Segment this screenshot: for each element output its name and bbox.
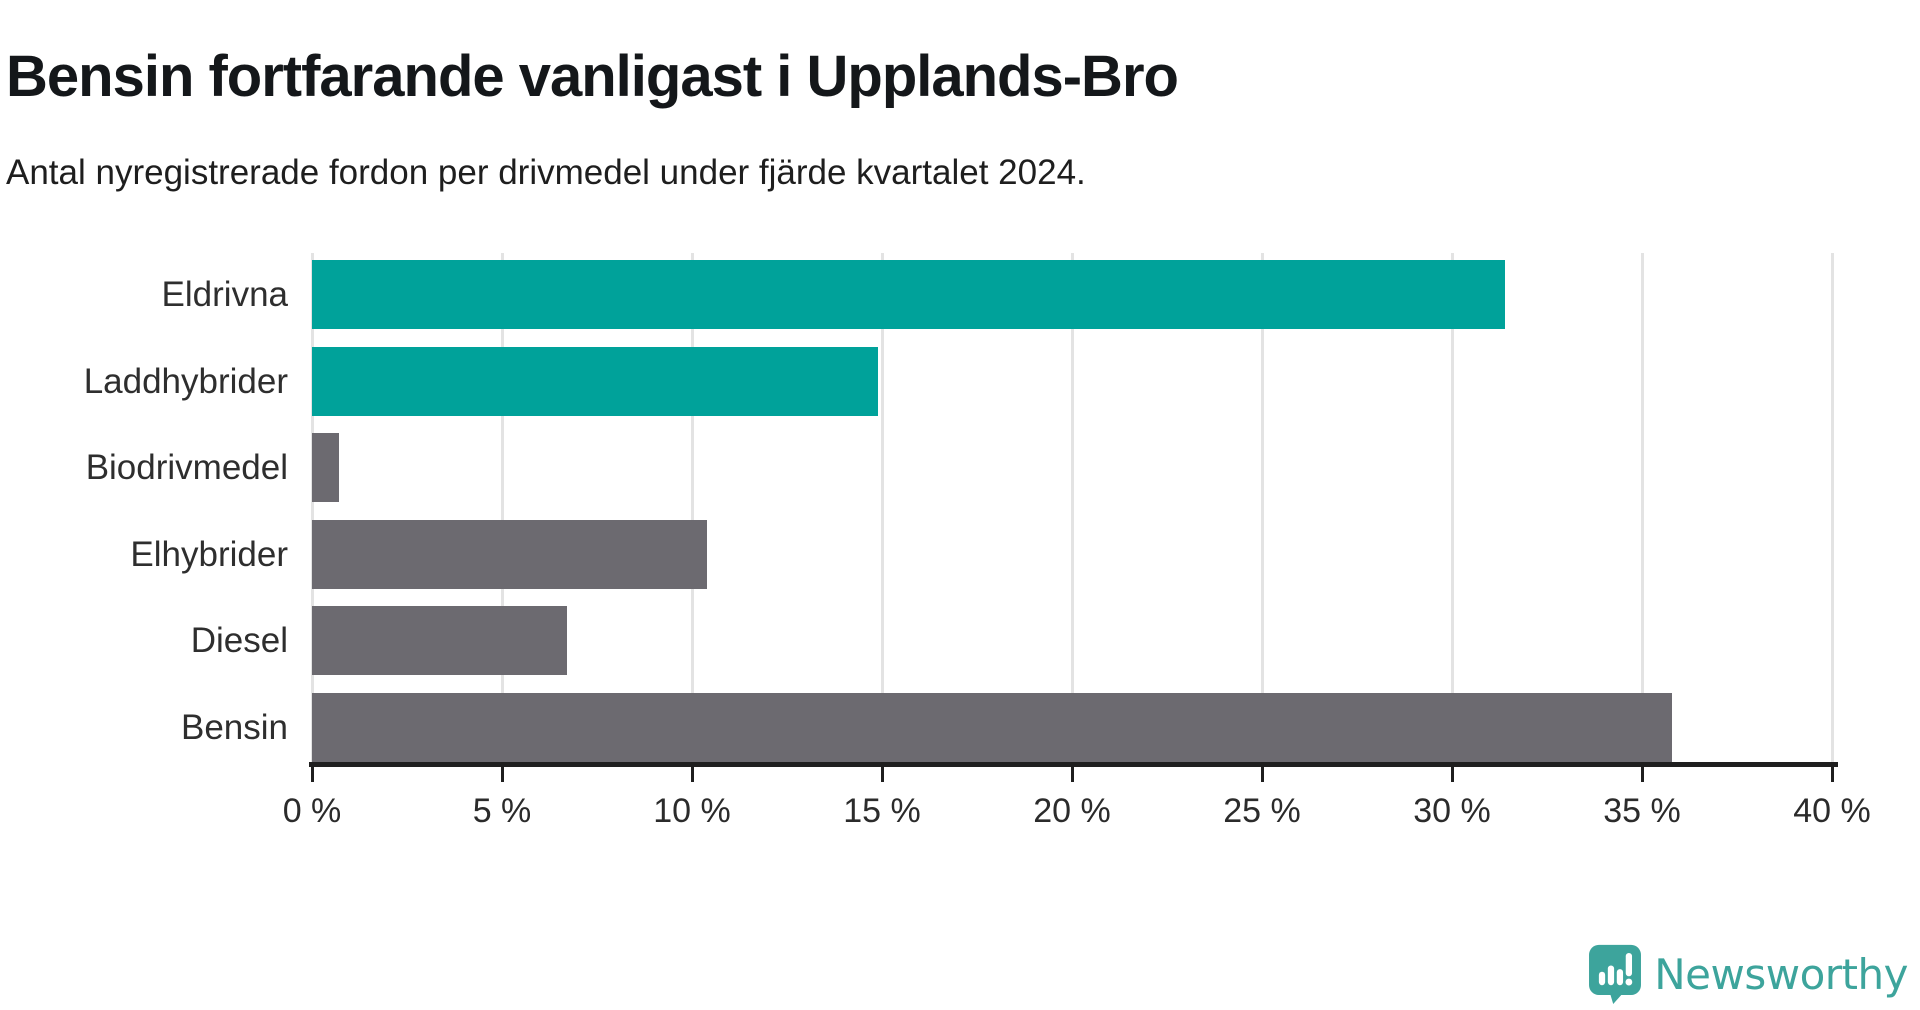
plot-area [309, 253, 1838, 782]
category-label-eldrivna: Eldrivna [161, 275, 288, 314]
x-axis-tick-label: 35 % [1603, 792, 1681, 830]
x-axis-tick-0 [310, 767, 314, 782]
category-label-diesel: Diesel [190, 621, 288, 661]
category-label-elhybrider: Elhybrider [130, 534, 288, 574]
x-axis-tick-10 [690, 767, 694, 782]
bar-laddhybrider [312, 346, 879, 416]
bar-biodrivmedel [312, 433, 339, 503]
gridline-5 [500, 253, 504, 762]
gridline-30 [1450, 253, 1454, 762]
gridline-25 [1260, 253, 1264, 762]
bar-eldrivna [312, 260, 1506, 329]
gridline-0 [310, 253, 314, 762]
gridline-40 [1830, 253, 1834, 762]
category-label-bensin: Bensin [180, 708, 288, 747]
x-axis-line [309, 762, 1838, 767]
x-axis-tick-5 [500, 767, 504, 782]
x-axis-tick-label: 40 % [1793, 792, 1871, 830]
chart-subtitle: Antal nyregistrerade fordon per drivmede… [6, 153, 1086, 192]
x-axis-tick-label: 20 % [1033, 792, 1111, 830]
x-axis-tick-35 [1640, 767, 1644, 782]
bar-bensin [312, 693, 1673, 762]
x-axis-tick-label: 5 % [472, 792, 532, 830]
category-axis-labels: Eldrivna Laddhybrider Biodrivmedel Elhybrid… [0, 253, 288, 762]
newsworthy-logo-text: Newsworthy [1654, 949, 1908, 999]
x-axis-tick-label: 25 % [1223, 792, 1301, 830]
x-axis-tick-30 [1450, 767, 1454, 782]
x-axis-tick-label: 0 % [282, 792, 342, 830]
newsworthy-logo: Newsworthy [1588, 944, 1908, 1004]
x-axis-tick-label: 15 % [843, 792, 921, 830]
x-axis-tick-label: 30 % [1413, 792, 1491, 830]
newsworthy-bubble-icon [1589, 944, 1642, 1004]
bar-elhybrider [312, 519, 708, 589]
gridline-20 [1070, 253, 1074, 762]
gridline-10 [690, 253, 694, 762]
gridline-15 [880, 253, 884, 762]
x-axis-tick-label: 10 % [653, 792, 731, 830]
x-axis-tick-20 [1070, 767, 1074, 782]
category-label-biodrivmedel: Biodrivmedel [85, 448, 288, 488]
x-axis-tick-25 [1260, 767, 1264, 782]
category-label-laddhybrider: Laddhybrider [83, 361, 288, 401]
chart-title: Bensin fortfarande vanligast i Upplands-… [6, 43, 1179, 109]
x-axis-tick-40 [1830, 767, 1834, 782]
gridline-35 [1640, 253, 1644, 762]
x-axis-tick-15 [880, 767, 884, 782]
bar-diesel [312, 606, 567, 676]
